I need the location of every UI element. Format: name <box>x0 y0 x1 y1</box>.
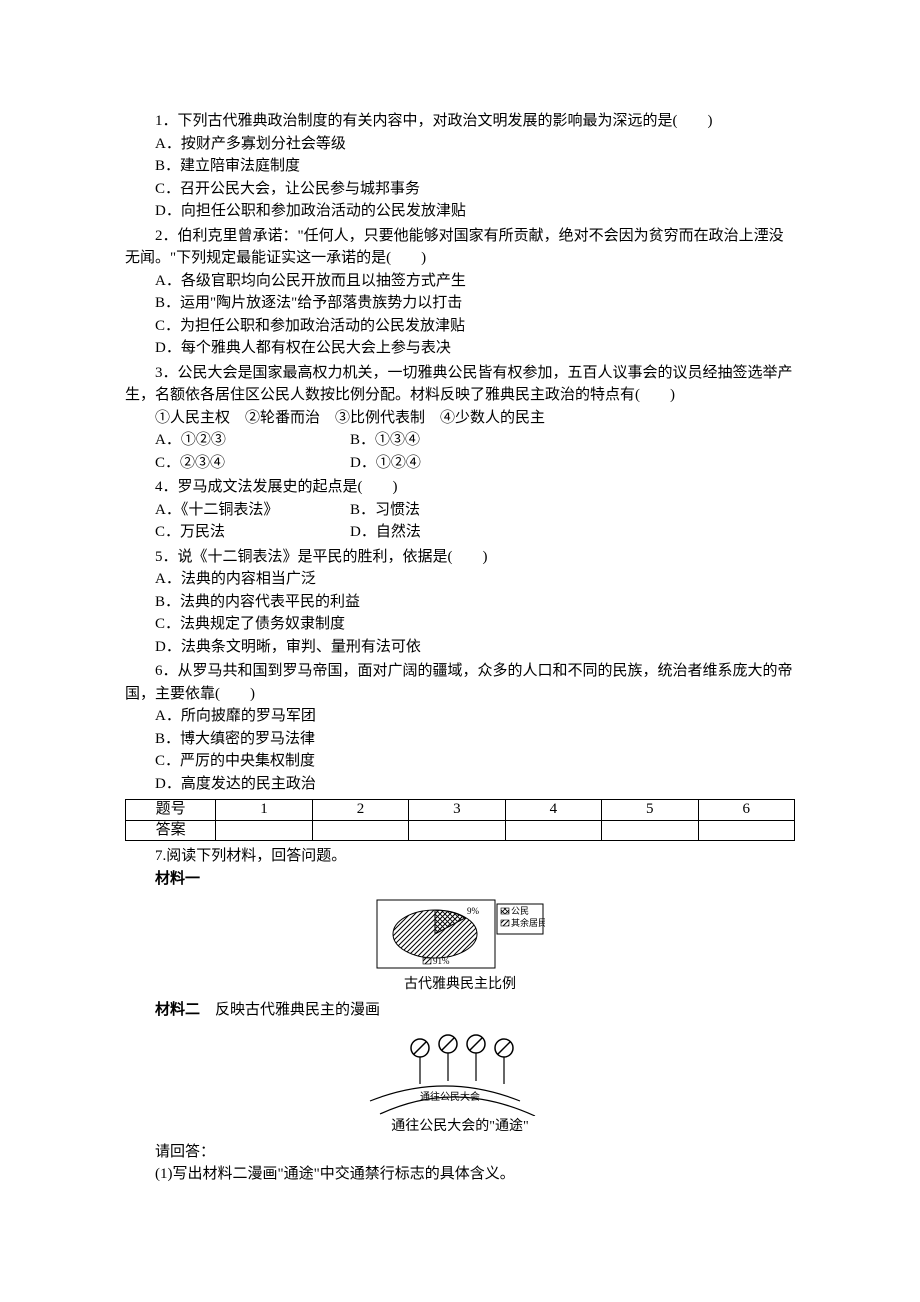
figure-1-caption: 古代雅典民主比例 <box>125 974 795 995</box>
answer-table: 题号 1 2 3 4 5 6 答案 <box>125 799 795 841</box>
hdr-5: 5 <box>602 800 698 821</box>
q2-opt-c: C．为担任公职和参加政治活动的公民发放津贴 <box>125 315 795 338</box>
figure-2: ters 通往公民大会 通往公民大会的"通途 <box>125 1026 795 1137</box>
q7-subq1: (1)写出材料二漫画"通途"中交通禁行标志的具体含义。 <box>125 1163 795 1186</box>
q1-opt-a: A．按财产多寡划分社会等级 <box>125 133 795 156</box>
hdr-4: 4 <box>505 800 601 821</box>
ans-1[interactable] <box>216 820 312 841</box>
figure-2-caption: 通往公民大会的"通途" <box>125 1116 795 1137</box>
q3-opt-a: A．①②③ <box>155 429 350 452</box>
q3-opt-b: B．①③④ <box>350 429 545 452</box>
road-label: 通往公民大会 <box>420 1090 480 1103</box>
road-sign-icon: ters 通往公民大会 <box>360 1026 560 1116</box>
q2-stem: 2．伯利克里曾承诺："任何人，只要他能够对国家有所贡献，绝对不会因为贫穷而在政治… <box>125 225 795 270</box>
hdr-1: 1 <box>216 800 312 821</box>
q5-opt-b: B．法典的内容代表平民的利益 <box>125 591 795 614</box>
hdr-3: 3 <box>409 800 505 821</box>
question-5: 5．说《十二铜表法》是平民的胜利，依据是( ) A．法典的内容相当广泛 B．法典… <box>125 546 795 659</box>
q5-opt-c: C．法典规定了债务奴隶制度 <box>125 613 795 636</box>
figure-1: 9% 91% 公民 其余居民 古代雅典民主比例 <box>125 894 795 995</box>
ans-label: 答案 <box>126 820 216 841</box>
question-7: 7.阅读下列材料，回答问题。 材料一 9% 91% 公民 其余居民 古 <box>125 845 795 1186</box>
q3-stem: 3．公民大会是国家最高权力机关，一切雅典公民皆有权参加，五百人议事会的议员经抽签… <box>125 362 795 407</box>
q4-row2: C．万民法 D．自然法 <box>125 521 795 544</box>
q4-opt-a: A．《十二铜表法》 <box>155 499 350 522</box>
q6-stem: 6．从罗马共和国到罗马帝国，面对广阔的疆域，众多的人口和不同的民族，统治者维系庞… <box>125 660 795 705</box>
q5-opt-a: A．法典的内容相当广泛 <box>125 568 795 591</box>
q4-opt-b: B．习惯法 <box>350 499 545 522</box>
q4-stem: 4．罗马成文法发展史的起点是( ) <box>125 476 795 499</box>
q6-opt-b: B．博大缜密的罗马法律 <box>125 728 795 751</box>
answer-prompt: 请回答： <box>125 1141 795 1164</box>
ans-4[interactable] <box>505 820 601 841</box>
q4-row1: A．《十二铜表法》 B．习惯法 <box>125 499 795 522</box>
pie-chart-icon: 9% 91% 公民 其余居民 <box>375 894 545 974</box>
q1-opt-c: C．召开公民大会，让公民参与城邦事务 <box>125 178 795 201</box>
ans-2[interactable] <box>312 820 408 841</box>
hdr-label: 题号 <box>126 800 216 821</box>
pct-citizen: 9% <box>467 906 480 916</box>
q6-opt-d: D．高度发达的民主政治 <box>125 773 795 796</box>
q1-opt-b: B．建立陪审法庭制度 <box>125 155 795 178</box>
q2-opt-d: D．每个雅典人都有权在公民大会上参与表决 <box>125 337 795 360</box>
question-3: 3．公民大会是国家最高权力机关，一切雅典公民皆有权参加，五百人议事会的议员经抽签… <box>125 362 795 475</box>
question-1: 1．下列古代雅典政治制度的有关内容中，对政治文明发展的影响最为深远的是( ) A… <box>125 110 795 223</box>
q5-opt-d: D．法典条文明晰，审判、量刑有法可依 <box>125 636 795 659</box>
q6-opt-a: A．所向披靡的罗马军团 <box>125 705 795 728</box>
material-2-text: 反映古代雅典民主的漫画 <box>215 1002 380 1018</box>
question-6: 6．从罗马共和国到罗马帝国，面对广阔的疆域，众多的人口和不同的民族，统治者维系庞… <box>125 660 795 795</box>
hdr-2: 2 <box>312 800 408 821</box>
q3-row2: C．②③④ D．①②④ <box>125 452 795 475</box>
legend-citizen: 公民 <box>511 906 529 916</box>
table-row-answers: 答案 <box>126 820 795 841</box>
q2-opt-b: B．运用"陶片放逐法"给予部落贵族势力以打击 <box>125 292 795 315</box>
legend-other: 其余居民 <box>511 917 545 928</box>
q4-opt-d: D．自然法 <box>350 521 545 544</box>
q4-opt-c: C．万民法 <box>155 521 350 544</box>
q3-sub: ①人民主权 ②轮番而治 ③比例代表制 ④少数人的民主 <box>125 407 795 430</box>
q1-opt-d: D．向担任公职和参加政治活动的公民发放津贴 <box>125 200 795 223</box>
pct-other: 91% <box>433 956 450 966</box>
material-1-label: 材料一 <box>125 868 795 891</box>
question-2: 2．伯利克里曾承诺："任何人，只要他能够对国家有所贡献，绝对不会因为贫穷而在政治… <box>125 225 795 360</box>
ans-3[interactable] <box>409 820 505 841</box>
q1-stem: 1．下列古代雅典政治制度的有关内容中，对政治文明发展的影响最为深远的是( ) <box>125 110 795 133</box>
q3-opt-d: D．①②④ <box>350 452 545 475</box>
question-4: 4．罗马成文法发展史的起点是( ) A．《十二铜表法》 B．习惯法 C．万民法 … <box>125 476 795 544</box>
q3-row1: A．①②③ B．①③④ <box>125 429 795 452</box>
hdr-6: 6 <box>698 800 795 821</box>
q5-stem: 5．说《十二铜表法》是平民的胜利，依据是( ) <box>125 546 795 569</box>
q3-opt-c: C．②③④ <box>155 452 350 475</box>
ans-6[interactable] <box>698 820 795 841</box>
material-2-label: 材料二 反映古代雅典民主的漫画 <box>125 999 795 1022</box>
ans-5[interactable] <box>602 820 698 841</box>
q2-opt-a: A．各级官职均向公民开放而且以抽签方式产生 <box>125 270 795 293</box>
q7-stem: 7.阅读下列材料，回答问题。 <box>125 845 795 868</box>
table-row-header: 题号 1 2 3 4 5 6 <box>126 800 795 821</box>
q6-opt-c: C．严厉的中央集权制度 <box>125 750 795 773</box>
